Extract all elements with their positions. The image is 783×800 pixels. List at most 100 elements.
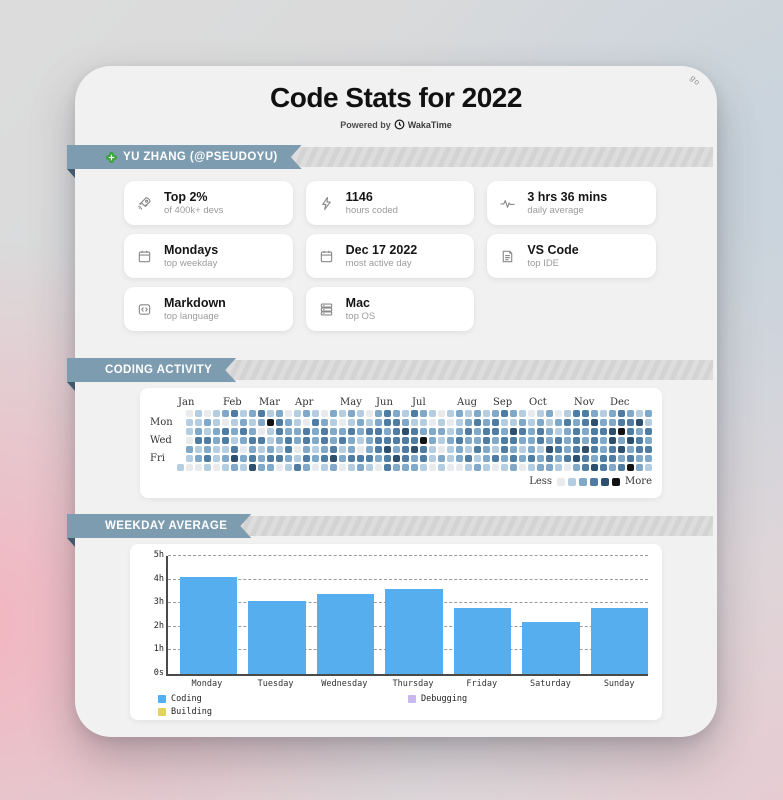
- heatmap-day-cell: [537, 428, 544, 435]
- heatmap-day-cell: [321, 437, 328, 444]
- heatmap-day-cell: [465, 455, 472, 462]
- stat-subtitle: most active day: [345, 258, 412, 269]
- heatmap-day-cell: [474, 428, 481, 435]
- heatmap-day-cell: [474, 410, 481, 417]
- heatmap-day-cell: [195, 428, 202, 435]
- heatmap-day-cell: [591, 428, 598, 435]
- heatmap-day-cell: [303, 446, 310, 453]
- heatmap-day-cell: [555, 437, 562, 444]
- heatmap-day-cell: [600, 455, 607, 462]
- heatmap-day-cell: [186, 464, 193, 471]
- heatmap-day-cell: [240, 446, 247, 453]
- heatmap-day-cell: [294, 446, 301, 453]
- weekday-average-chart: 0s 1h 2h 3h 4h 5h Monday Tuesday Wednesday Thurs…: [130, 544, 662, 720]
- heatmap-day-cell: [591, 410, 598, 417]
- heatmap-day-label: Fri: [150, 453, 165, 464]
- heatmap-day-cell: [456, 410, 463, 417]
- coding-activity-heatmap: Jan Feb Mar Apr May Jun Jul Aug Sep Oct Nov Dec Mon…: [140, 388, 662, 498]
- ribbon-tail: [187, 147, 713, 167]
- heatmap-day-cell: [429, 437, 436, 444]
- heatmap-day-cell: [393, 437, 400, 444]
- heatmap-day-cell: [627, 437, 634, 444]
- heatmap-week-column: [240, 410, 247, 471]
- heatmap-week-column: [303, 410, 310, 471]
- heatmap-day-cell: [186, 419, 193, 426]
- heatmap-day-cell: [321, 428, 328, 435]
- heatmap-day-cell: [411, 437, 418, 444]
- chart-y-tick: 1h: [153, 644, 164, 655]
- heatmap-day-cell: [474, 455, 481, 462]
- chart-y-tick: 5h: [153, 550, 164, 560]
- heatmap-day-cell: [645, 419, 652, 426]
- heatmap-day-cell: [222, 428, 229, 435]
- heatmap-day-cell: [312, 410, 319, 417]
- heatmap-day-cell: [573, 437, 580, 444]
- heatmap-day-cell: [636, 410, 643, 417]
- chart-x-label: Sunday: [603, 678, 635, 689]
- heatmap-day-cell: [204, 464, 211, 471]
- heatmap-day-cell: [357, 446, 364, 453]
- heatmap-day-cell: [546, 437, 553, 444]
- heatmap-week-column: [564, 410, 571, 471]
- heatmap-day-cell: [483, 410, 490, 417]
- heatmap-day-cell: [420, 446, 427, 453]
- heatmap-day-cell: [339, 446, 346, 453]
- heatmap-day-cell: [348, 455, 355, 462]
- heatmap-week-column: [258, 410, 265, 471]
- heatmap-day-cell: [483, 437, 490, 444]
- heatmap-day-cell: [402, 455, 409, 462]
- heatmap-day-cell: [312, 446, 319, 453]
- heatmap-day-cell: [375, 446, 382, 453]
- bar-chart-legend: Coding Building Debugging: [158, 694, 648, 717]
- heatmap-day-cell: [564, 410, 571, 417]
- heatmap-day-cell: [465, 446, 472, 453]
- ribbon-tail: [187, 516, 713, 536]
- heatmap-day-cell: [573, 464, 580, 471]
- heatmap-day-cell: [303, 464, 310, 471]
- heatmap-day-cell: [240, 410, 247, 417]
- heatmap-legend-more: More: [625, 476, 652, 487]
- heatmap-day-cell: [627, 428, 634, 435]
- heatmap-day-cell: [546, 446, 553, 453]
- heatmap-day-cell: [438, 428, 445, 435]
- chart-legend-label: Building: [171, 707, 212, 717]
- heatmap-day-cell: [384, 428, 391, 435]
- heatmap-day-cell: [249, 437, 256, 444]
- chart-x-label: Wednesday: [321, 678, 368, 689]
- heatmap-day-cell: [249, 446, 256, 453]
- heatmap-day-cell: [231, 437, 238, 444]
- heatmap-week-column: [420, 410, 427, 471]
- heatmap-day-cell: [339, 437, 346, 444]
- heatmap-month-labels: Jan Feb Mar Apr May Jun Jul Aug Sep Oct Nov Dec: [178, 397, 652, 410]
- heatmap-day-cell: [357, 437, 364, 444]
- heatmap-day-cell: [555, 419, 562, 426]
- heatmap-day-cell: [474, 437, 481, 444]
- heatmap-day-cell: [294, 410, 301, 417]
- heatmap-day-cell: [303, 437, 310, 444]
- heatmap-week-column: [267, 410, 274, 471]
- heatmap-day-cell: [627, 419, 634, 426]
- heatmap-week-column: [321, 410, 328, 471]
- heatmap-day-cell: [447, 437, 454, 444]
- heatmap-month-label: Sep: [493, 397, 513, 408]
- heatmap-week-column: [510, 410, 517, 471]
- ribbon-fold: [67, 538, 75, 547]
- heatmap-week-column: [528, 410, 535, 471]
- heatmap-day-cell: [447, 419, 454, 426]
- heatmap-day-cell: [276, 419, 283, 426]
- chart-bar: [316, 593, 375, 674]
- heatmap-day-cell: [636, 419, 643, 426]
- note-icon: [500, 249, 515, 264]
- heatmap-day-cell: [429, 419, 436, 426]
- heatmap-month-label: Jun: [376, 397, 393, 408]
- heatmap-week-column: [429, 410, 436, 471]
- heatmap-month-label: Apr: [295, 397, 314, 408]
- chart-gridline: [168, 555, 648, 556]
- heatmap-day-cell: [528, 419, 535, 426]
- chart-bar: [180, 577, 238, 674]
- chart-gridline: [168, 578, 648, 580]
- chart-legend-item: Debugging: [408, 694, 648, 704]
- heatmap-day-cell: [267, 428, 274, 435]
- chart-bar: [248, 600, 306, 674]
- heatmap-day-cell: [294, 428, 301, 435]
